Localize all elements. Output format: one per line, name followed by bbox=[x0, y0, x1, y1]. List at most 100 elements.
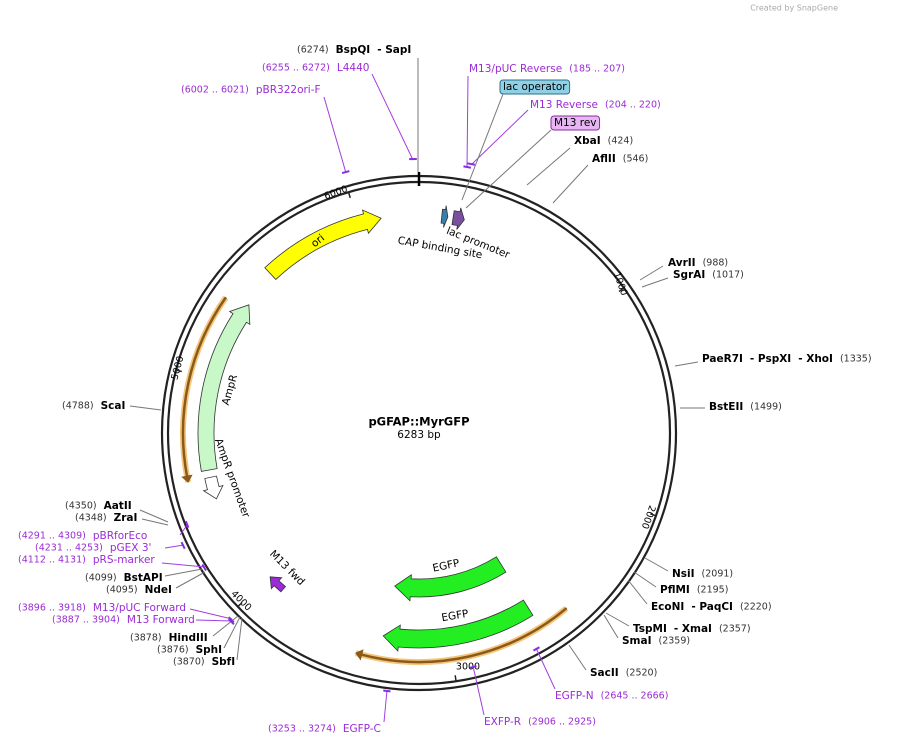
leader-line bbox=[641, 277, 669, 288]
leader-line bbox=[568, 644, 587, 671]
leader-line bbox=[164, 568, 203, 577]
enzyme-position: (2359) bbox=[659, 636, 691, 647]
primer-site bbox=[184, 520, 190, 528]
primer-name: pRS-marker bbox=[93, 554, 156, 566]
ring-tick bbox=[618, 287, 625, 293]
primer-name: pBR322ori-F bbox=[256, 84, 321, 96]
leader-line bbox=[323, 96, 347, 174]
leader-line bbox=[164, 544, 185, 549]
primer-site bbox=[532, 646, 540, 652]
enzyme-name: NdeI bbox=[145, 584, 172, 596]
enzyme-name: TspMI bbox=[633, 623, 667, 635]
plasmid-name: pGFAP::MyrGFP bbox=[368, 415, 469, 429]
branding: Created by SnapGene bbox=[750, 4, 838, 13]
primer-range: (204 .. 220) bbox=[605, 100, 661, 111]
leader-line bbox=[141, 518, 169, 526]
enzyme-position: (2520) bbox=[626, 668, 658, 679]
enzyme-position: (6274) bbox=[297, 45, 329, 56]
primer-name: pBRforEco bbox=[93, 530, 147, 542]
ring-tick-label: 1000 bbox=[611, 271, 630, 297]
ring-tick bbox=[347, 191, 351, 199]
enzyme-name: ZraI bbox=[114, 512, 138, 524]
enzyme-position: (2091) bbox=[702, 569, 734, 580]
enzyme-position: (3878) bbox=[130, 633, 162, 644]
primer-range: (6255 .. 6272) bbox=[262, 63, 330, 74]
feature-box-label: M13 rev bbox=[554, 117, 597, 129]
leader-line bbox=[633, 571, 657, 588]
enzyme-name: BstAPI bbox=[124, 572, 163, 584]
feature-arrow bbox=[269, 576, 287, 593]
enzyme-name: PaeR7I bbox=[702, 353, 743, 365]
leader-line bbox=[466, 75, 469, 169]
leader-line bbox=[472, 665, 485, 716]
primer-range: (3887 .. 3904) bbox=[52, 615, 120, 626]
leader-line bbox=[644, 557, 669, 572]
primer-name: pGEX 3' bbox=[110, 542, 152, 554]
enzyme-position: (1017) bbox=[712, 270, 744, 281]
primer-arrow bbox=[181, 296, 227, 483]
leader-line bbox=[236, 617, 243, 661]
plasmid-length: 6283 bp bbox=[397, 429, 441, 441]
enzyme-position: (988) bbox=[703, 258, 729, 269]
feature-box: lac operator bbox=[499, 79, 571, 95]
primer-name: M13/pUC Forward bbox=[93, 602, 186, 614]
enzyme-name: AvrII bbox=[668, 257, 696, 269]
leader-line bbox=[161, 562, 206, 568]
leader-line bbox=[603, 614, 619, 639]
leader-line bbox=[526, 147, 571, 186]
enzyme-name: ScaI bbox=[101, 400, 126, 412]
enzyme-position: (4348) bbox=[75, 513, 107, 524]
enzyme-name: SphI bbox=[196, 644, 222, 656]
ring-tick bbox=[237, 601, 243, 608]
primer-name: L4440 bbox=[337, 62, 370, 74]
primer-range: (6002 .. 6021) bbox=[181, 85, 249, 96]
feature-box-label: lac operator bbox=[503, 81, 567, 93]
leader-line bbox=[129, 405, 162, 411]
primer-range: (4291 .. 4309) bbox=[18, 531, 86, 542]
feature-box-bg bbox=[499, 79, 571, 95]
feature-arrow bbox=[202, 475, 224, 500]
enzyme-position: (3876) bbox=[157, 645, 189, 656]
primer-range: (2645 .. 2666) bbox=[601, 691, 669, 702]
enzyme-name: - SapI bbox=[377, 44, 411, 56]
primer-name: EXFP-R bbox=[484, 716, 521, 728]
leader-line bbox=[195, 619, 233, 622]
feature-label: AmpR bbox=[220, 373, 240, 406]
enzyme-name: - PspXI bbox=[750, 353, 791, 365]
primer-site bbox=[383, 689, 391, 693]
feature-label: AmpR promoter bbox=[212, 437, 252, 520]
enzyme-position: (1499) bbox=[750, 402, 782, 413]
enzyme-name: SgrAI bbox=[673, 269, 705, 281]
leader-line bbox=[139, 509, 169, 523]
feature-arrow bbox=[451, 207, 465, 230]
leader-line bbox=[465, 129, 552, 209]
primer-name: M13 Reverse bbox=[530, 99, 598, 111]
leader-line bbox=[175, 571, 206, 589]
enzyme-name: SbfI bbox=[212, 656, 236, 668]
primer-range: (2906 .. 2925) bbox=[528, 717, 596, 728]
feature-label: EGFP bbox=[441, 608, 470, 625]
leader-line bbox=[212, 615, 239, 637]
feature-arrow bbox=[394, 556, 507, 602]
primer-name: EGFP-C bbox=[343, 723, 381, 735]
enzyme-position: (2357) bbox=[719, 624, 751, 635]
primer-range: (185 .. 207) bbox=[569, 64, 625, 75]
leader-line bbox=[627, 579, 648, 605]
leader-line bbox=[674, 361, 699, 367]
leader-line bbox=[605, 612, 630, 627]
feature-box: M13 rev bbox=[550, 115, 601, 131]
leader-line bbox=[552, 164, 589, 204]
feature-arrow bbox=[264, 209, 382, 280]
primer-name: M13 Forward bbox=[127, 614, 195, 626]
ring-tick-label: 2000 bbox=[639, 504, 658, 530]
feature-arrow bbox=[440, 205, 449, 228]
enzyme-position: (424) bbox=[608, 136, 634, 147]
leader-line bbox=[535, 647, 556, 690]
primer-range: (4231 .. 4253) bbox=[35, 543, 103, 554]
enzyme-position: (4095) bbox=[106, 585, 138, 596]
enzyme-position: (3870) bbox=[173, 657, 205, 668]
enzyme-position: (4788) bbox=[62, 401, 94, 412]
enzyme-name: XbaI bbox=[574, 135, 601, 147]
primer-site bbox=[341, 170, 350, 175]
